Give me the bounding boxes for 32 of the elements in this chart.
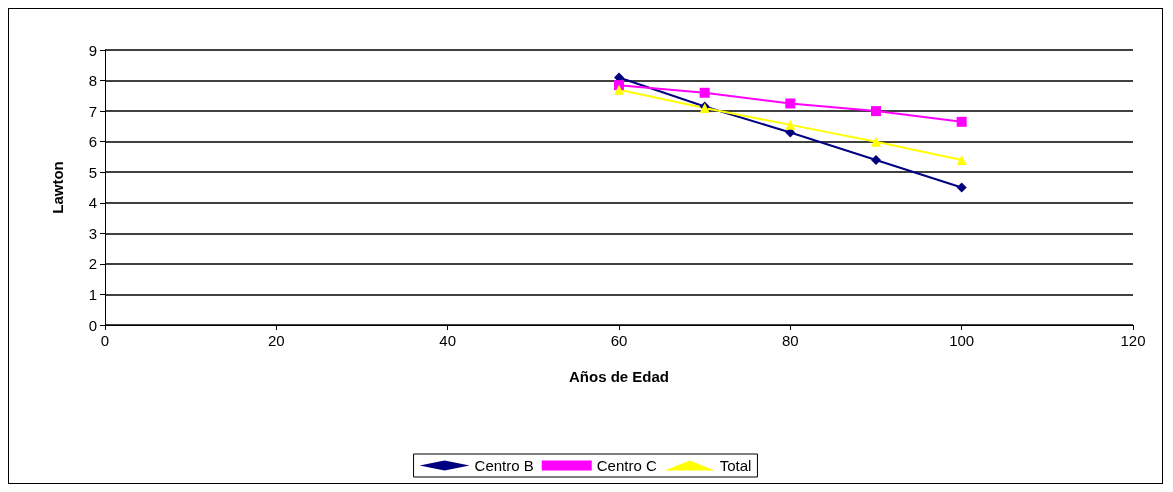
y-tick-label: 3 xyxy=(88,224,97,242)
x-tick-label: 60 xyxy=(610,332,628,349)
point xyxy=(699,87,710,98)
point xyxy=(614,84,624,95)
point xyxy=(956,116,967,127)
x-tick-label: 80 xyxy=(781,332,799,349)
point xyxy=(785,98,796,109)
x-axis-title: Años de Edad xyxy=(568,368,670,385)
legend-label: Total xyxy=(719,457,752,474)
x-tick-label: 40 xyxy=(439,332,457,349)
point xyxy=(956,155,967,165)
y-tick-label: 8 xyxy=(88,72,97,90)
y-tick-label: 4 xyxy=(88,194,97,212)
y-tick-label: 6 xyxy=(88,133,97,151)
y-axis-title: Lawton xyxy=(49,161,66,214)
x-tick-label: 20 xyxy=(267,332,285,349)
x-tick-label: 100 xyxy=(949,332,975,349)
point xyxy=(871,106,881,117)
point xyxy=(871,136,881,147)
point xyxy=(871,155,881,165)
y-tick-label: 9 xyxy=(88,41,97,59)
y-tick-label: 1 xyxy=(88,285,97,303)
x-tick-label: 0 xyxy=(100,332,110,349)
y-tick-label: 7 xyxy=(88,102,97,120)
legend-label: Centro B xyxy=(474,457,534,474)
point xyxy=(956,182,967,193)
point xyxy=(785,119,796,130)
y-tick-label: 5 xyxy=(88,163,97,181)
y-tick-label: 0 xyxy=(88,316,97,334)
legend-label: Centro C xyxy=(596,457,657,474)
y-tick-label: 2 xyxy=(88,255,97,273)
x-tick-label: 120 xyxy=(1120,332,1146,349)
